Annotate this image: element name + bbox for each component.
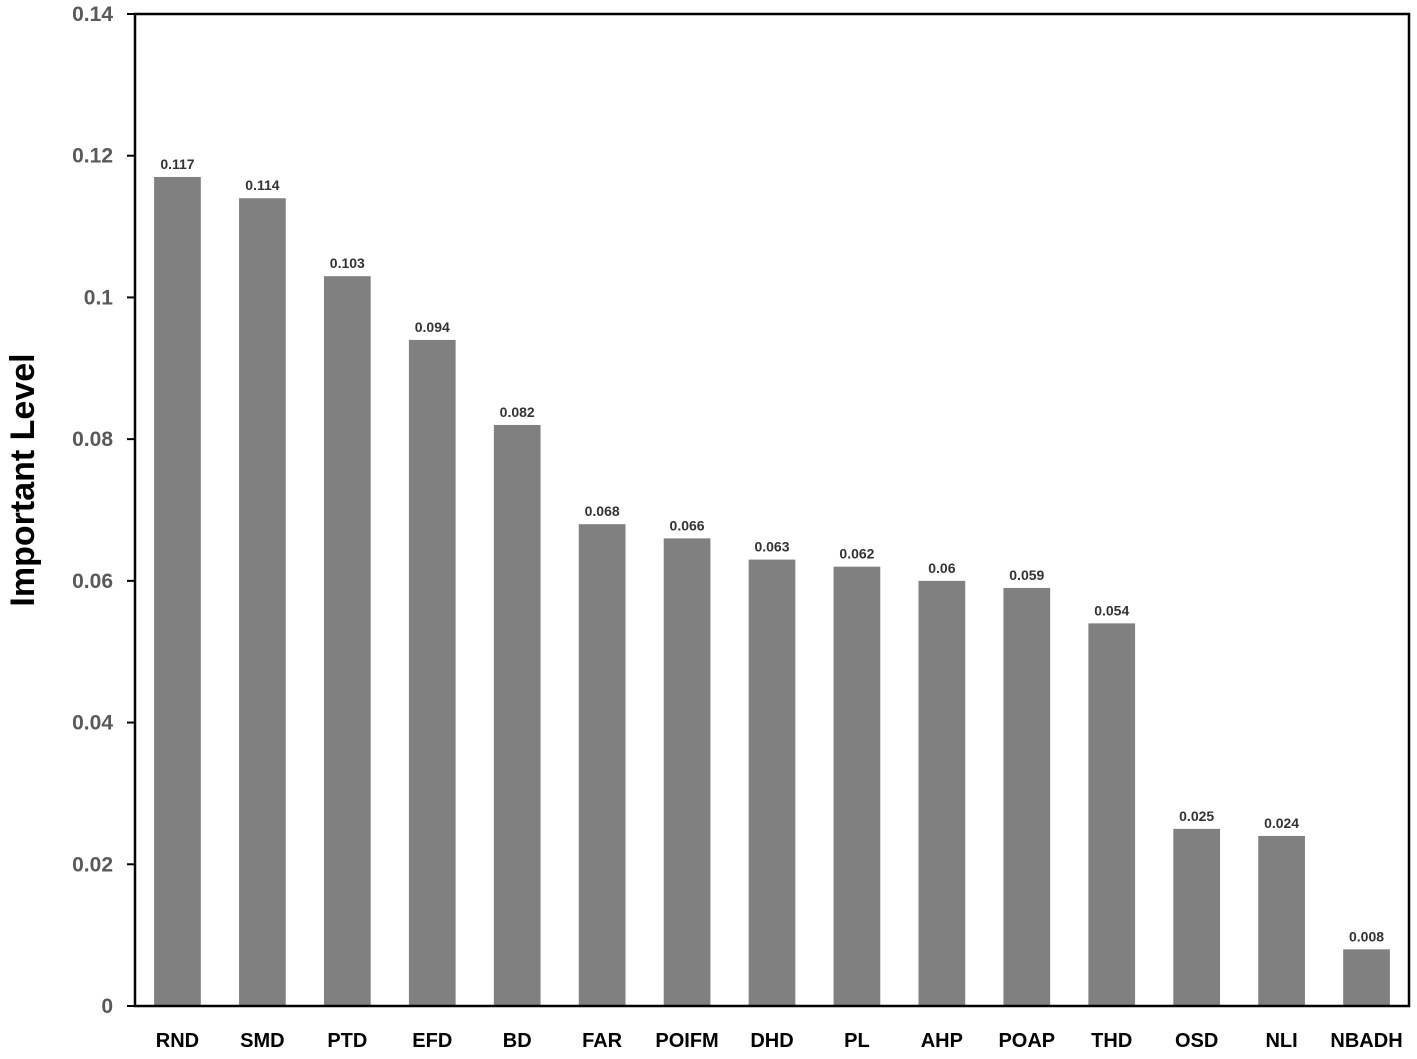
data-label-efd: 0.094 [415, 319, 450, 335]
plot-area-border [133, 12, 1411, 1008]
data-labels: 0.117 0.114 0.103 0.094 0.082 0.068 0.066 0.063… [160, 156, 1384, 944]
data-label-ptd: 0.103 [330, 255, 365, 271]
data-label-nbadh: 0.008 [1349, 928, 1384, 944]
data-label-smd: 0.114 [245, 177, 279, 193]
bar-nli [1258, 835, 1305, 1006]
data-label-bd: 0.082 [500, 404, 535, 420]
x-tick-label-far: FAR [582, 1030, 623, 1052]
data-label-poap: 0.059 [1009, 567, 1044, 583]
data-label-rnd: 0.117 [160, 156, 194, 172]
x-axis-categories: RND SMD PTD EFD BD FAR POIFM DHD PL AHP POAP THD OSD… [156, 1030, 1403, 1052]
x-tick-label-pl: PL [844, 1030, 870, 1052]
y-tick-label: 0.06 [72, 570, 113, 593]
y-axis-ticks: 0 0.02 0.04 0.06 0.08 0.1 0.12 0.14 [72, 3, 135, 1018]
y-axis-title: Important Level [4, 353, 42, 606]
x-tick-label-osd: OSD [1175, 1030, 1218, 1052]
x-tick-label-bd: BD [503, 1030, 532, 1052]
data-label-ahp: 0.06 [928, 560, 955, 576]
y-tick-label: 0.12 [72, 145, 113, 168]
data-label-pl: 0.062 [839, 546, 874, 562]
bar-bd [493, 424, 541, 1006]
x-tick-label-efd: EFD [412, 1030, 452, 1052]
x-tick-label-ahp: AHP [921, 1030, 963, 1052]
data-label-far: 0.068 [585, 503, 620, 519]
bar-nbadh [1343, 949, 1390, 1006]
data-label-osd: 0.025 [1179, 808, 1214, 824]
bar-far [578, 524, 626, 1006]
bar-efd [408, 339, 456, 1006]
data-label-dhd: 0.063 [754, 539, 789, 555]
x-tick-label-thd: THD [1091, 1030, 1132, 1052]
data-label-poifm: 0.066 [670, 517, 705, 533]
x-tick-label-nli: NLI [1265, 1030, 1297, 1052]
x-tick-label-ptd: PTD [327, 1030, 367, 1052]
data-label-nli: 0.024 [1264, 815, 1299, 831]
data-label-thd: 0.054 [1094, 602, 1129, 618]
x-tick-label-nbadh: NBADH [1330, 1030, 1402, 1052]
bar-ptd [323, 276, 371, 1007]
bar-dhd [748, 559, 796, 1006]
y-tick-label: 0.14 [72, 3, 113, 26]
bar-poap [1003, 587, 1051, 1006]
bar-poifm [663, 538, 711, 1006]
y-tick-label: 0.02 [72, 853, 113, 876]
y-tick-label: 0 [101, 995, 113, 1018]
bar-osd [1173, 828, 1221, 1006]
bar-pl [833, 566, 881, 1006]
x-tick-label-smd: SMD [240, 1030, 284, 1052]
bar-ahp [918, 580, 966, 1006]
bar-series [154, 176, 1390, 1007]
bar-smd [239, 198, 286, 1006]
x-tick-label-poap: POAP [998, 1030, 1055, 1052]
x-tick-label-poifm: POIFM [655, 1030, 718, 1052]
y-tick-label: 0.04 [72, 712, 113, 735]
x-tick-label-rnd: RND [156, 1030, 199, 1052]
y-tick-label: 0.08 [72, 428, 113, 451]
y-tick-label: 0.1 [84, 286, 114, 309]
x-tick-label-dhd: DHD [750, 1030, 793, 1052]
bar-thd [1088, 623, 1136, 1006]
bar-rnd [154, 176, 201, 1006]
